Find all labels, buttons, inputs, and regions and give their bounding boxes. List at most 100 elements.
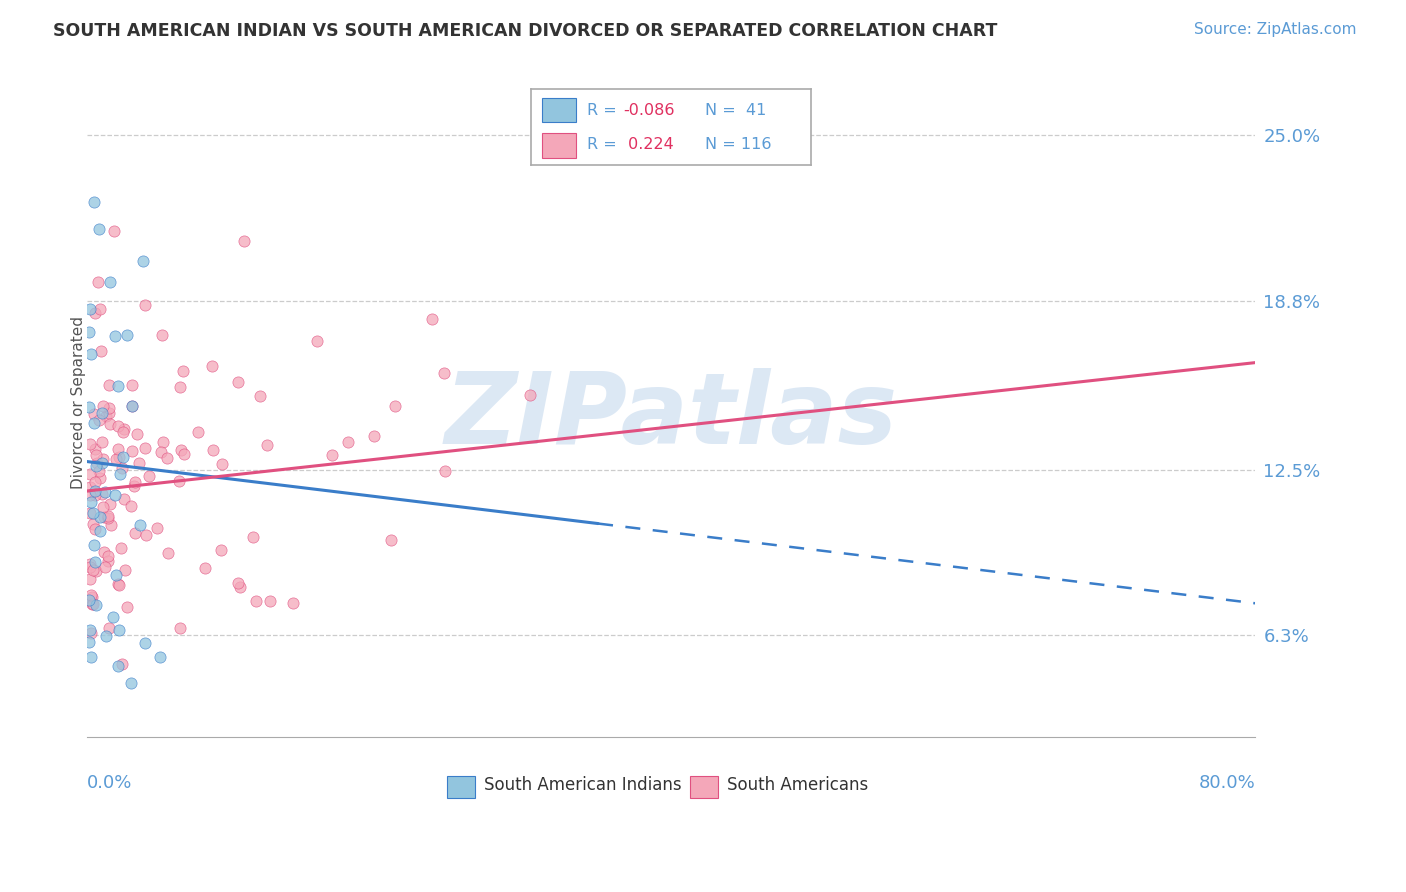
Point <box>114 563 136 577</box>
Point <box>91 434 114 449</box>
Point <box>79 506 101 520</box>
Y-axis label: Divorced or Separated: Divorced or Separated <box>72 317 86 489</box>
Point <box>84 598 107 612</box>
Point <box>120 500 142 514</box>
Point <box>90 343 112 358</box>
Point <box>105 567 128 582</box>
Point <box>131 253 153 268</box>
Point <box>83 195 105 210</box>
Point <box>134 442 156 456</box>
Point <box>108 450 131 464</box>
Point <box>128 456 150 470</box>
Point <box>211 458 233 472</box>
Point <box>249 389 271 403</box>
Point <box>84 564 107 578</box>
Point <box>107 442 129 456</box>
Point <box>77 635 100 649</box>
Point <box>226 375 249 389</box>
Point <box>79 488 101 502</box>
Point <box>108 578 131 592</box>
Point <box>98 417 121 432</box>
Point <box>107 577 129 591</box>
Point <box>173 446 195 460</box>
Point <box>169 380 191 394</box>
Point <box>420 312 443 326</box>
Point <box>146 521 169 535</box>
Point <box>80 649 103 664</box>
Point <box>108 623 131 637</box>
Point <box>156 546 179 560</box>
Point <box>89 509 111 524</box>
Point <box>201 359 224 373</box>
Point <box>91 500 114 515</box>
Point <box>245 594 267 608</box>
Point <box>121 444 143 458</box>
Point <box>307 334 329 348</box>
Point <box>97 554 120 568</box>
Point <box>94 559 117 574</box>
Point <box>80 590 103 604</box>
Point <box>77 326 100 340</box>
Point <box>98 621 121 635</box>
Point <box>103 224 125 238</box>
Point <box>112 492 135 507</box>
Text: SOUTH AMERICAN INDIAN VS SOUTH AMERICAN DIVORCED OR SEPARATED CORRELATION CHART: SOUTH AMERICAN INDIAN VS SOUTH AMERICAN … <box>53 22 998 40</box>
Point <box>104 452 127 467</box>
Point <box>77 400 100 414</box>
Point <box>363 428 385 442</box>
Point <box>79 558 101 572</box>
Point <box>80 495 103 509</box>
Text: 80.0%: 80.0% <box>1198 773 1256 792</box>
Point <box>98 377 121 392</box>
Point <box>112 422 135 436</box>
Text: 0.0%: 0.0% <box>87 773 132 792</box>
Point <box>79 481 101 495</box>
Point <box>94 629 117 643</box>
Point <box>127 426 149 441</box>
Point <box>169 622 191 636</box>
Point <box>103 609 125 624</box>
Point <box>233 234 256 248</box>
Point <box>380 533 402 547</box>
Point <box>129 517 152 532</box>
Point <box>98 497 121 511</box>
Point <box>79 560 101 574</box>
Point <box>96 409 118 423</box>
Point <box>80 347 103 361</box>
Point <box>86 275 108 289</box>
Point <box>149 445 172 459</box>
Point <box>122 478 145 492</box>
Point <box>84 458 107 473</box>
Point <box>107 379 129 393</box>
Point <box>89 524 111 538</box>
Point <box>84 522 107 536</box>
Point <box>93 510 115 524</box>
Point <box>124 475 146 489</box>
Point <box>82 597 104 611</box>
Point <box>83 407 105 421</box>
Point <box>156 450 179 465</box>
Point <box>121 400 143 414</box>
Point <box>321 448 343 462</box>
Point <box>89 413 111 427</box>
Point <box>91 406 114 420</box>
Point <box>84 483 107 498</box>
Point <box>281 596 304 610</box>
Point <box>82 506 104 520</box>
Point <box>98 406 121 420</box>
Point <box>112 425 135 439</box>
Point <box>98 401 121 416</box>
Point <box>107 658 129 673</box>
Point <box>111 450 134 464</box>
Point <box>84 449 107 463</box>
Point <box>104 488 127 502</box>
Point <box>117 600 139 615</box>
Point <box>89 470 111 484</box>
Point <box>79 436 101 450</box>
Point <box>87 222 110 236</box>
Point <box>108 467 131 482</box>
Point <box>79 623 101 637</box>
Point <box>121 377 143 392</box>
Point <box>434 464 457 478</box>
Point <box>256 438 278 452</box>
